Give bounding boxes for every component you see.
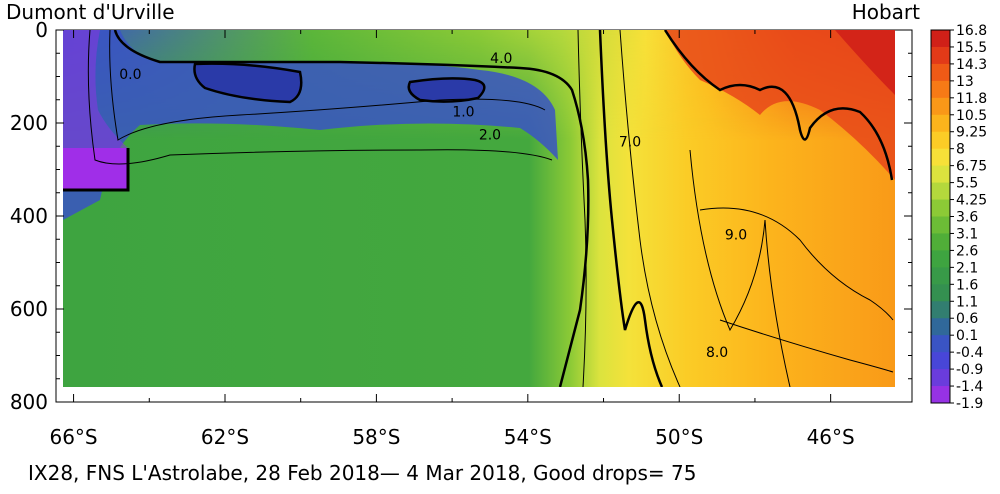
contour-lines (63, 30, 894, 387)
colorbar-segment (931, 30, 950, 48)
contour-line (619, 30, 681, 387)
colorbar-label: 11.8 (956, 91, 987, 107)
x-tick-label: 50°S (655, 425, 703, 449)
colorbar-label: -0.9 (956, 362, 983, 378)
colorbar-label: -1.4 (956, 379, 983, 395)
colorbar-label: 4.25 (956, 193, 987, 209)
colorbar-label: 8 (956, 142, 965, 158)
colorbar-label: 0.6 (956, 311, 978, 327)
colorbar-segment (931, 386, 950, 404)
contour-label: 0.0 (119, 67, 141, 83)
colorbar-label: 0.1 (956, 328, 978, 344)
colorbar-label: 2.1 (956, 260, 978, 276)
colorbar-label: 1.1 (956, 294, 978, 310)
y-tick-label: 0 (35, 18, 48, 42)
contour-line (63, 148, 130, 192)
y-tick-label: 400 (10, 204, 48, 228)
colorbar-label: 16.8 (956, 23, 987, 39)
contour-line (109, 30, 546, 141)
warm-core-deep (835, 30, 895, 95)
colorbar-label: -0.4 (956, 345, 983, 361)
temperature-field: 0.0 4.0 1.0 2.0 7.0 9.0 8.0 (63, 30, 895, 387)
colorbar-label: 1.6 (956, 277, 978, 293)
winter-water-layer (63, 30, 558, 220)
colorbar-label: 5.5 (956, 176, 978, 192)
colorbar-segment (931, 216, 950, 234)
colorbar-segment (931, 352, 950, 370)
contour-labels: 0.0 4.0 1.0 2.0 7.0 9.0 8.0 (119, 51, 747, 361)
colorbar-label: 10.5 (956, 108, 987, 124)
x-tick-label: 66°S (49, 425, 97, 449)
colorbar-label: 13 (956, 74, 974, 90)
contour-line (719, 319, 894, 373)
y-tick-label: 600 (10, 297, 48, 321)
colorbar-segment (931, 131, 950, 150)
y-tick-label: 200 (10, 111, 48, 135)
colorbar-segment (931, 80, 950, 99)
contour-line (699, 207, 894, 321)
contour-line (113, 30, 590, 387)
x-tick-label: 46°S (807, 425, 855, 449)
colorbar-segment (931, 335, 950, 353)
contour-line (87, 30, 553, 165)
colorbar-label: 14.3 (956, 57, 987, 73)
colorbar-label: 15.5 (956, 40, 987, 56)
caption: IX28, FNS L'Astrolabe, 28 Feb 2018— 4 Ma… (28, 461, 696, 485)
contour-label: 4.0 (490, 51, 512, 67)
colorbar-label: -1.9 (956, 396, 983, 412)
contour-line (407, 77, 486, 103)
colorbar-segment (931, 148, 950, 167)
colorbar-segment (931, 369, 950, 387)
contour-label: 9.0 (725, 228, 747, 244)
depth-axis: 0 200 400 600 800 (10, 18, 912, 414)
contour-label: 2.0 (479, 128, 501, 144)
colorbar-segment (931, 250, 950, 268)
contour-label: 1.0 (452, 104, 474, 120)
colorbar-segment (931, 46, 950, 65)
x-tick-label: 54°S (504, 425, 552, 449)
colorbar-segment (931, 301, 950, 319)
x-tick-label: 58°S (352, 425, 400, 449)
contour-label: 7.0 (619, 135, 641, 151)
colorbar: 16.815.514.31311.810.59.2586.755.54.253.… (930, 23, 987, 412)
colorbar-segment (931, 284, 950, 302)
warm-core (665, 30, 895, 180)
contour-line (577, 30, 587, 387)
colorbar-segment (931, 114, 950, 133)
contour-line (598, 30, 664, 387)
colorbar-label: 9.25 (956, 125, 987, 141)
colorbar-segment (931, 182, 950, 201)
latitude-axis: 66°S 62°S 58°S 54°S 50°S 46°S (49, 30, 855, 449)
contour-line (663, 30, 894, 181)
x-tick-label: 62°S (201, 425, 249, 449)
contour-label: 8.0 (706, 345, 728, 361)
right-location-label: Hobart (852, 0, 920, 24)
colorbar-segment (931, 97, 950, 116)
colorbar-segment (931, 267, 950, 285)
contour-line (689, 149, 791, 387)
colorbar-label: 6.75 (956, 159, 987, 175)
colorbar-label: 3.6 (956, 210, 978, 226)
colorbar-segment (931, 63, 950, 82)
contour-line (193, 62, 303, 104)
colorbar-label: 2.6 (956, 243, 978, 259)
colorbar-segment (931, 165, 950, 184)
colorbar-segment (931, 233, 950, 251)
left-location-label: Dumont d'Urville (6, 0, 175, 24)
cold-core (408, 78, 485, 102)
colorbar-segment (931, 318, 950, 336)
colorbar-label: 3.1 (956, 226, 978, 242)
y-tick-label: 800 (10, 390, 48, 414)
slope-water (63, 148, 129, 191)
colorbar-segment (931, 199, 950, 217)
